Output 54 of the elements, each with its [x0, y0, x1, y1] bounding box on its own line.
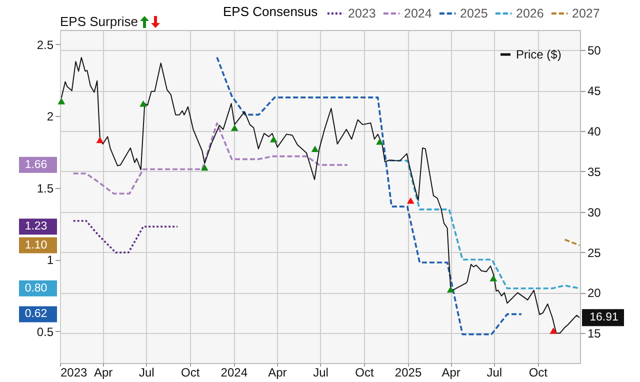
- x-tick-label: 2024: [220, 366, 248, 380]
- text: EPS Surprise: [60, 14, 138, 29]
- x-tick-label: 2023: [60, 366, 88, 380]
- text: 1.23: [24, 220, 48, 233]
- text: 1.10: [24, 239, 48, 252]
- y2-tick-label: 50: [588, 44, 602, 58]
- point: [446, 286, 454, 293]
- point: [270, 136, 278, 142]
- point: [230, 124, 238, 132]
- y-tick-label: 0.5: [36, 324, 54, 339]
- y2-tick-label: 35: [588, 164, 602, 179]
- data-label: 16.91: [590, 312, 618, 324]
- y2-tick-label: 30: [588, 205, 602, 220]
- point: [550, 327, 558, 334]
- point: [406, 197, 414, 204]
- point: [376, 138, 384, 145]
- point: [96, 136, 104, 144]
- y-tick-label: 2: [46, 110, 54, 124]
- line-series: [72, 122, 348, 195]
- y-tick-label: 2.5: [36, 38, 54, 52]
- x-tick-label: Oct: [528, 366, 548, 380]
- line-series: [388, 160, 580, 290]
- point: [140, 100, 147, 107]
- x-tick-label: Apr: [94, 366, 113, 380]
- y2-tick-label: 25: [588, 246, 602, 260]
- point: [311, 146, 319, 152]
- legend-title: EPS Consensus: [223, 4, 318, 19]
- x-tick-label: Apr: [268, 366, 287, 380]
- text: 0.62: [24, 308, 48, 320]
- point: [490, 274, 498, 282]
- y2-tick-label: 40: [588, 124, 602, 139]
- legend-label: 2026: [516, 6, 544, 20]
- legend-label: 2024: [404, 6, 432, 20]
- x-tick-label: 2025: [394, 366, 422, 380]
- y2-tick-label: 45: [588, 84, 602, 98]
- y2-tick-label: 20: [588, 286, 602, 300]
- y2-tick-label: 15: [588, 326, 602, 341]
- text: 1.66: [24, 158, 48, 171]
- legend-label: 2023: [348, 6, 376, 20]
- y-tick-label: 1.5: [36, 181, 54, 196]
- x-tick-label: Jul: [138, 366, 154, 380]
- text: 0.80: [24, 282, 48, 294]
- x-tick-label: Jul: [313, 366, 328, 380]
- legend-label: 2027: [572, 6, 600, 20]
- x-tick-label: Apr: [442, 366, 460, 380]
- legend-label: Price ($): [516, 48, 562, 62]
- point: [200, 164, 208, 171]
- x-tick-label: Jul: [486, 366, 502, 380]
- x-tick-label: Oct: [355, 366, 375, 380]
- line-series: [72, 220, 178, 254]
- x-tick-label: Oct: [181, 366, 200, 380]
- point: [58, 98, 66, 104]
- y-tick-label: 1: [46, 253, 54, 268]
- legend-label: 2025: [460, 6, 488, 20]
